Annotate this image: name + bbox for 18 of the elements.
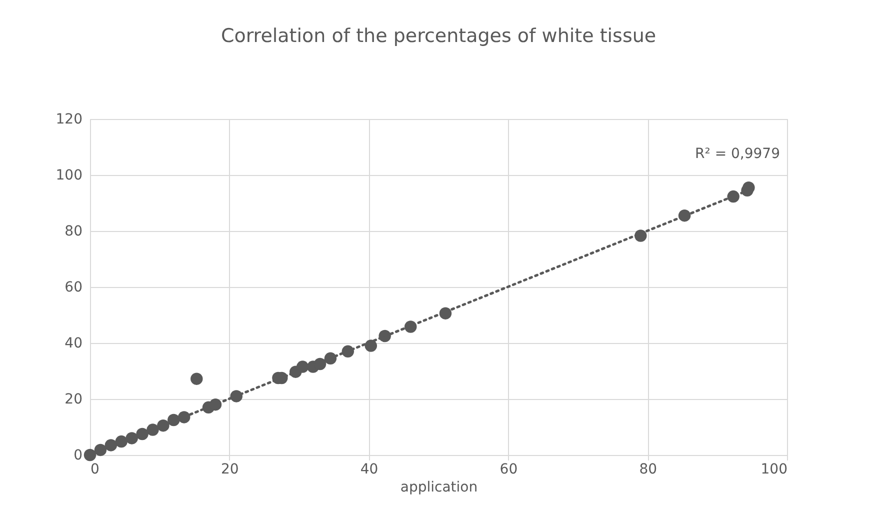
- y-tick-label: 20: [64, 392, 82, 408]
- x-tick-label: 80: [639, 462, 658, 478]
- y-tick-label: 0: [74, 448, 82, 464]
- x-tick-label: 60: [500, 462, 518, 478]
- x-tick-label: 20: [220, 462, 239, 478]
- y-tick-label: 60: [64, 280, 82, 296]
- y-tick-label: 40: [64, 336, 82, 352]
- annotation: R² = 0,9979: [695, 146, 780, 162]
- x-axis-title: application: [400, 480, 478, 496]
- y-tick-label: 120: [56, 112, 82, 128]
- x-tick-label: 0: [90, 462, 100, 478]
- chart-title: Correlation of the percentages of white tissue: [220, 25, 656, 47]
- y-tick-label: 80: [64, 224, 82, 240]
- x-tick-label: 100: [760, 462, 788, 478]
- y-tick-label: 100: [56, 168, 82, 184]
- x-tick-label: 40: [360, 462, 378, 478]
- point: [84, 448, 96, 462]
- point: [190, 372, 203, 385]
